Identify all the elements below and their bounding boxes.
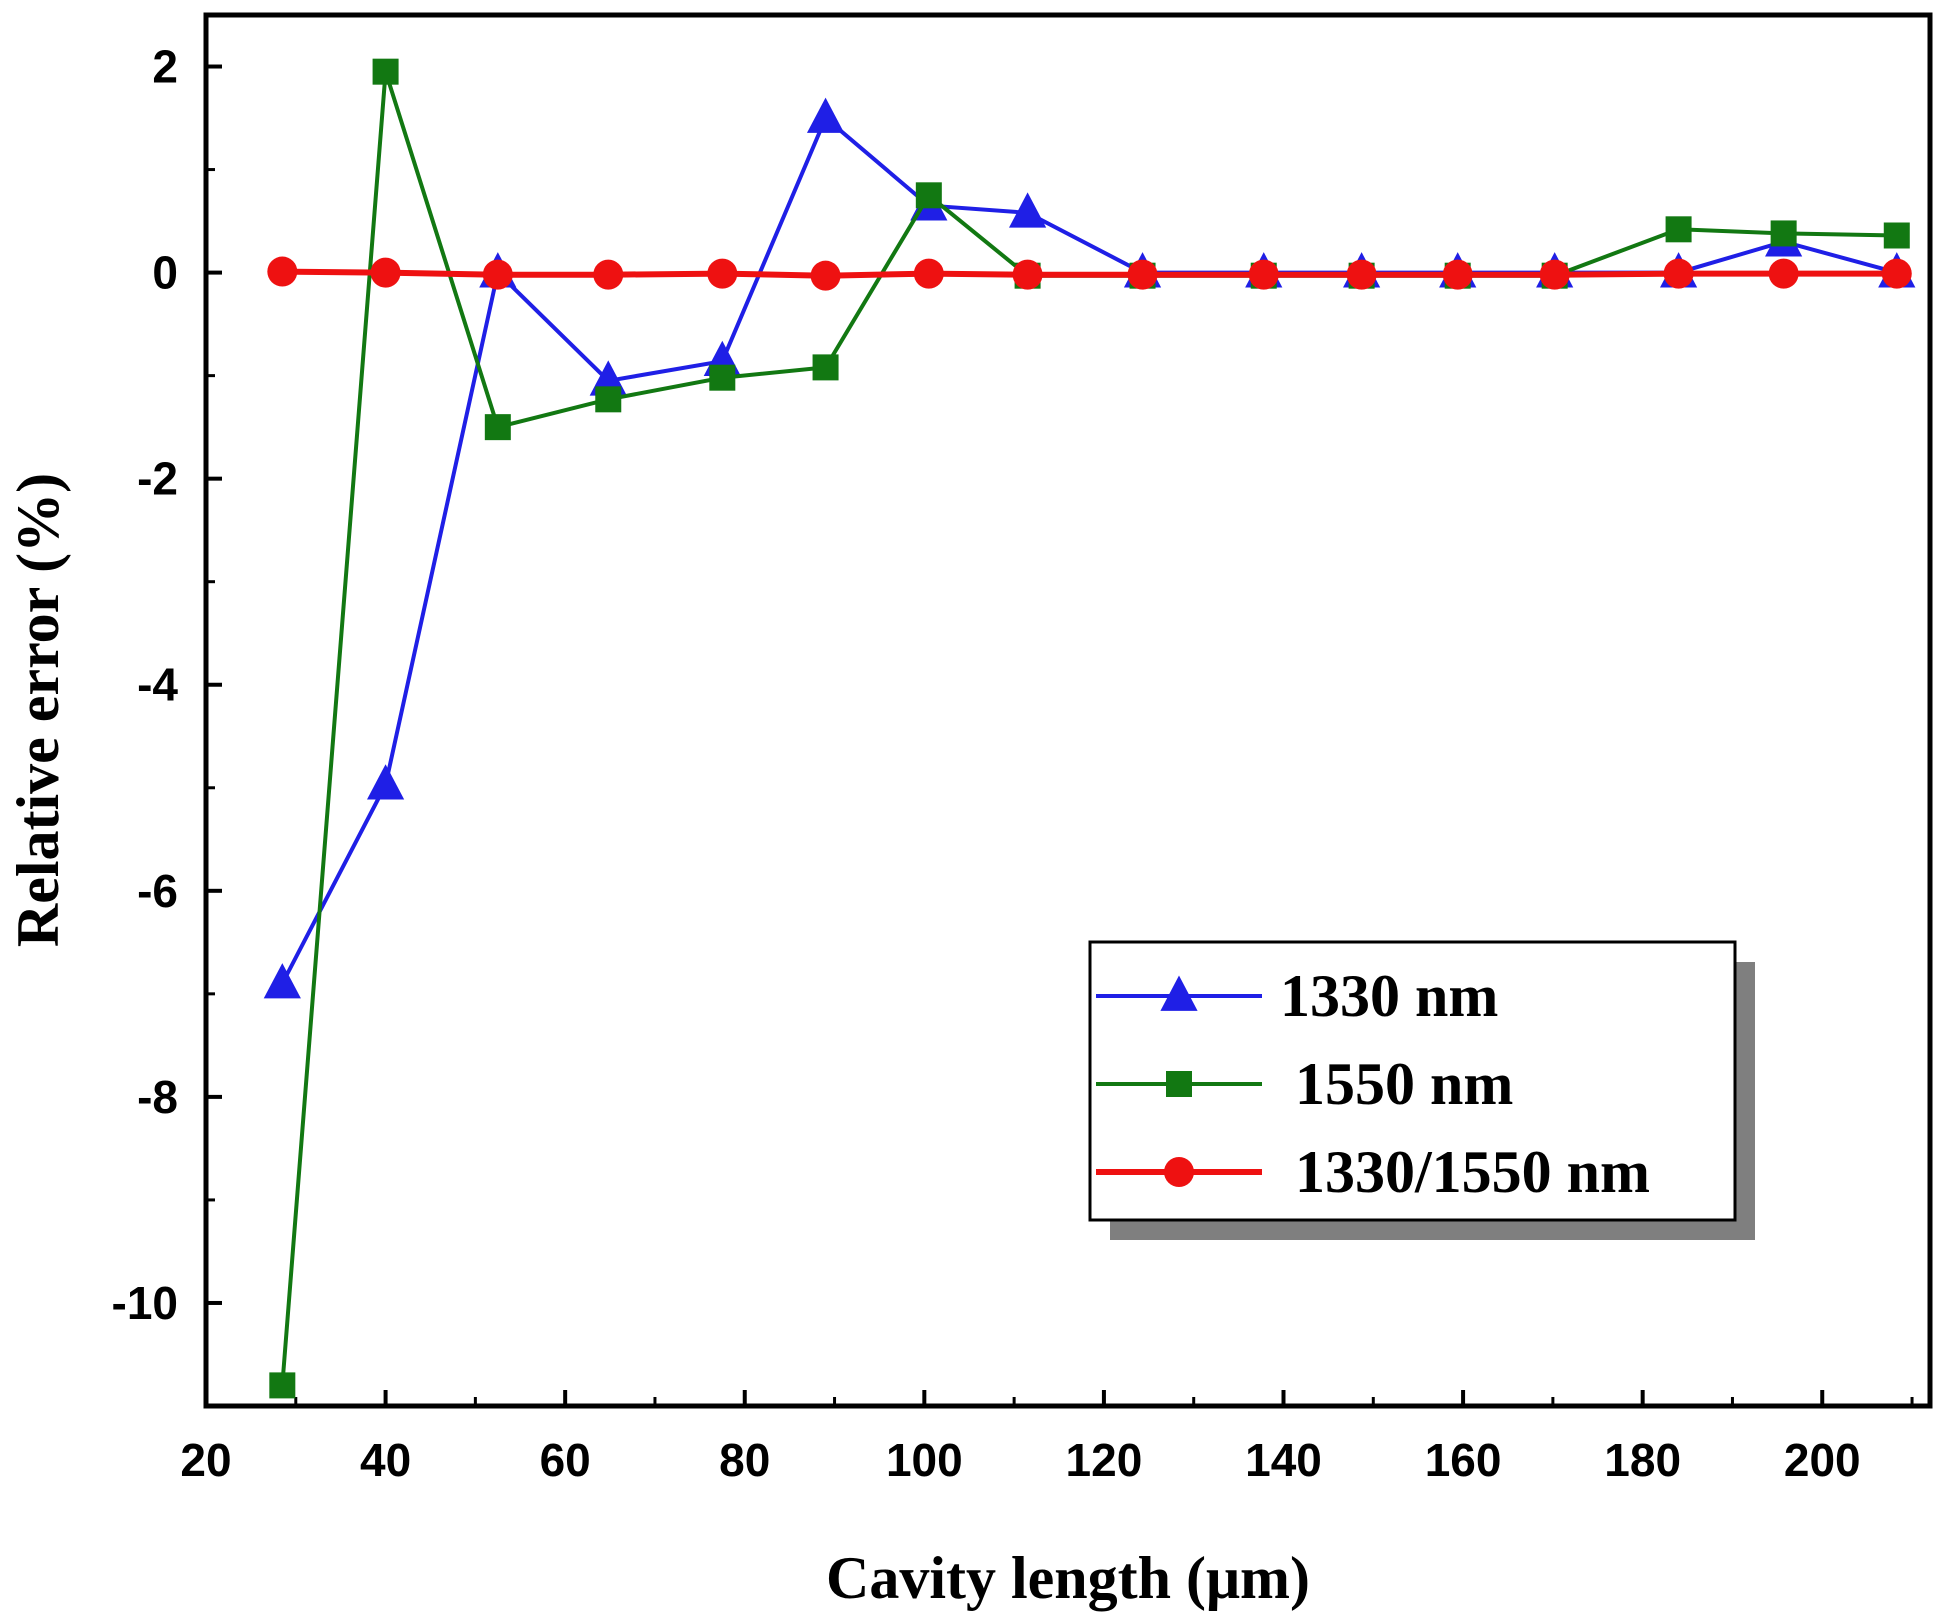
x-tick-label: 200 [1784, 1434, 1861, 1486]
data-point [913, 258, 944, 289]
data-point [595, 386, 622, 413]
data-point [810, 260, 841, 291]
y-axis-title: Relative error (%) [5, 473, 71, 947]
data-point [1539, 259, 1570, 290]
y-tick-label: 0 [152, 247, 178, 299]
data-point [707, 258, 738, 289]
x-tick-label: 140 [1245, 1434, 1322, 1486]
plot-frame [203, 12, 1933, 1409]
legend: 1330 nm 1550 nm 1330/1550 nm [1088, 940, 1755, 1240]
x-tick-label: 20 [180, 1434, 231, 1486]
legend-label: 1330 nm [1280, 963, 1498, 1029]
data-point [267, 256, 298, 287]
y-tick-label: -4 [137, 659, 178, 711]
series-line [280, 114, 1898, 985]
data-point [484, 414, 511, 441]
y-tick-labels: 2 0 -2 -4 -6 -8 -10 [112, 41, 179, 1329]
data-point [1442, 259, 1473, 290]
x-tick-label: 120 [1066, 1434, 1143, 1486]
y-tick-label: -2 [137, 453, 178, 505]
legend-label: 1550 nm [1295, 1051, 1513, 1117]
x-tick-labels: 20 40 60 80 100 120 140 160 180 200 [180, 1434, 1860, 1486]
data-point [1346, 259, 1377, 290]
major-ticks [204, 64, 1825, 1406]
legend-marker [1160, 975, 1198, 1011]
x-tick-label: 60 [540, 1434, 591, 1486]
legend-entries: 1330 nm 1550 nm 1330/1550 nm [1096, 963, 1650, 1205]
x-tick-label: 180 [1604, 1434, 1681, 1486]
y-tick-label: -10 [112, 1277, 178, 1329]
x-axis-title: Cavity length (μm) [826, 1545, 1310, 1611]
legend-entry-1330-1550-nm: 1330/1550 nm [1096, 1139, 1650, 1205]
x-tick-label: 40 [360, 1434, 411, 1486]
data-point [1883, 222, 1910, 249]
data-point [806, 97, 845, 133]
data-point [372, 58, 399, 85]
x-tick-label: 100 [886, 1434, 963, 1486]
data-point [1768, 258, 1799, 289]
data-point [366, 764, 405, 800]
series-layer [263, 58, 1916, 1399]
data-point [1127, 259, 1158, 290]
legend-label: 1330/1550 nm [1295, 1139, 1650, 1205]
data-point [1008, 192, 1047, 228]
legend-marker [1164, 1157, 1194, 1187]
data-point [1665, 216, 1692, 243]
data-point [812, 354, 839, 381]
y-tick-label: 2 [152, 41, 178, 93]
data-point [593, 259, 624, 290]
y-tick-label: -6 [137, 865, 178, 917]
data-point [1012, 259, 1043, 290]
data-point [709, 364, 736, 391]
legend-entry-1550-nm: 1550 nm [1096, 1051, 1513, 1117]
y-tick-label: -8 [137, 1071, 178, 1123]
data-point [1663, 258, 1694, 289]
data-point [1881, 258, 1912, 289]
data-point [482, 259, 513, 290]
legend-marker [1166, 1071, 1192, 1097]
data-point [1770, 220, 1797, 247]
x-tick-label: 80 [719, 1434, 770, 1486]
series-line [282, 268, 1897, 279]
legend-entry-1330-nm: 1330 nm [1096, 963, 1498, 1029]
series-1330-1550-nm [267, 256, 1912, 291]
x-tick-label: 160 [1425, 1434, 1502, 1486]
data-point [915, 182, 942, 209]
data-point [370, 257, 401, 288]
data-point [263, 963, 301, 999]
data-point [1248, 259, 1279, 290]
data-point [269, 1372, 296, 1399]
